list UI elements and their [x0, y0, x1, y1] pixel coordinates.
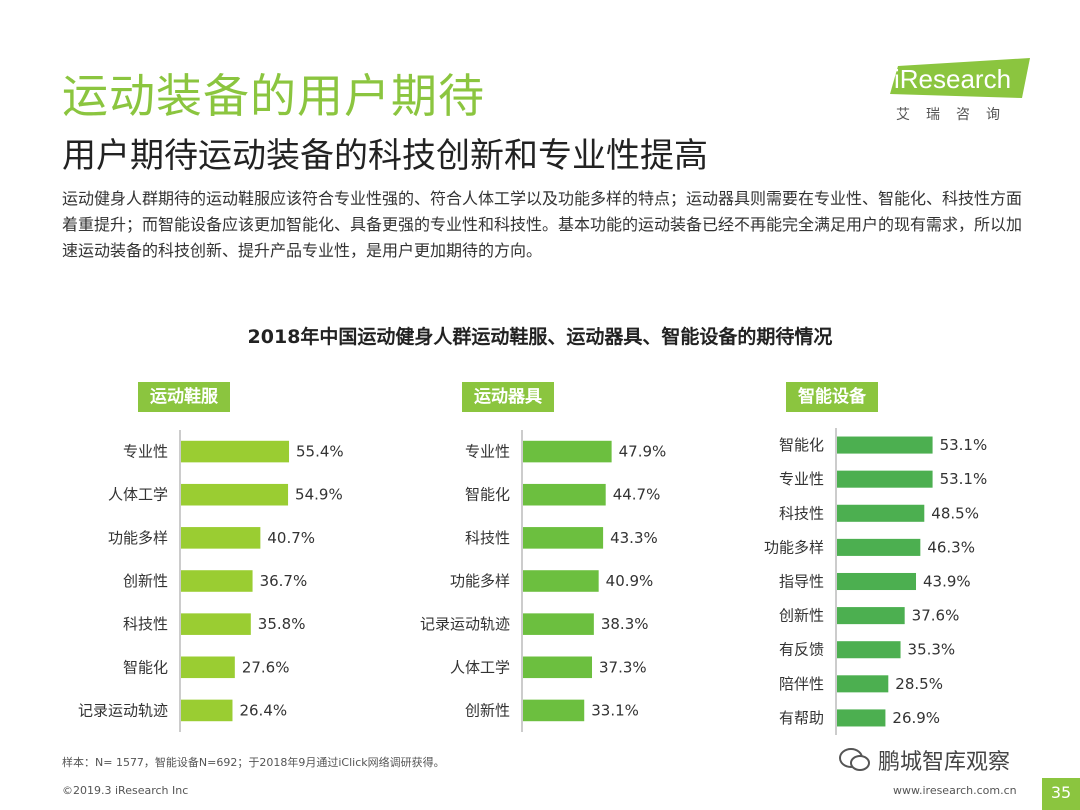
category-label: 人体工学 [450, 658, 510, 676]
category-label: 智能化 [779, 436, 824, 454]
bar [837, 709, 886, 727]
bar [181, 699, 233, 722]
value-label: 55.4% [296, 443, 344, 461]
value-label: 53.1% [940, 470, 988, 488]
bar [181, 570, 253, 592]
value-label: 53.1% [940, 436, 988, 454]
value-label: 46.3% [927, 538, 975, 556]
category-label: 人体工学 [108, 486, 168, 504]
value-label: 36.7% [260, 572, 308, 590]
bar [523, 440, 612, 463]
chart-title: 2018年中国运动健身人群运动鞋服、运动器具、智能设备的期待情况 [247, 326, 833, 348]
category-label: 有反馈 [779, 641, 824, 659]
page-subtitle: 用户期待运动装备的科技创新和专业性提高 [62, 136, 708, 176]
category-label: 有帮助 [779, 709, 824, 727]
bar [837, 504, 925, 522]
bar [523, 570, 599, 592]
panel-tag-apparel: 运动鞋服 [138, 382, 230, 412]
category-label: 创新性 [779, 607, 824, 625]
category-label: 科技性 [779, 504, 824, 522]
bar [523, 613, 594, 635]
page-title: 运动装备的用户期待 [62, 69, 485, 123]
category-label: 专业性 [123, 443, 168, 461]
value-label: 54.9% [295, 486, 343, 504]
wechat-icon [839, 748, 870, 771]
value-label: 27.6% [242, 658, 290, 676]
category-label: 科技性 [123, 615, 168, 633]
category-label: 功能多样 [108, 529, 168, 547]
logo-badge-icon [890, 58, 1030, 98]
footnote: 样本：N= 1577，智能设备N=692；于2018年9月通过iClick网络调… [62, 756, 445, 769]
bar [181, 613, 251, 635]
value-label: 47.9% [619, 443, 667, 461]
category-label: 专业性 [779, 470, 824, 488]
bar [837, 538, 921, 556]
category-label: 智能化 [123, 658, 168, 676]
watermark: 鹏城智库观察 [838, 744, 1010, 776]
bar [837, 641, 901, 659]
bar [181, 656, 235, 679]
watermark-text: 鹏城智库观察 [878, 750, 1011, 775]
value-label: 35.8% [258, 615, 306, 633]
bar [181, 440, 290, 463]
category-label: 专业性 [465, 443, 510, 461]
category-label: 创新性 [465, 701, 510, 719]
description-text: 运动健身人群期待的运动鞋服应该符合专业性强的、符合人体工学以及功能多样的特点；运… [62, 189, 1023, 260]
bar [181, 527, 261, 549]
bar [837, 436, 933, 454]
category-label: 指导性 [779, 573, 824, 591]
bar [837, 470, 933, 488]
copyright: ©2019.3 iResearch Inc [62, 784, 189, 797]
website: www.iresearch.com.cn [893, 784, 1017, 797]
value-label: 38.3% [601, 615, 649, 633]
bar [523, 699, 585, 722]
value-label: 44.7% [613, 486, 661, 504]
value-label: 26.9% [892, 709, 940, 727]
bar [837, 675, 889, 693]
value-label: 26.4% [239, 701, 287, 719]
value-label: 35.3% [908, 641, 956, 659]
value-label: 43.3% [610, 529, 658, 547]
logo-cn-text: 艾瑞咨询 [896, 107, 1016, 123]
bar [523, 483, 606, 506]
category-label: 记录运动轨迹 [420, 615, 510, 633]
category-label: 功能多样 [450, 572, 510, 590]
logo-text: iResearch [894, 64, 1012, 94]
bar [523, 527, 604, 549]
category-label: 科技性 [465, 529, 510, 547]
bar [837, 607, 905, 625]
page-number: 35 [1042, 778, 1080, 810]
panel-tag-smart-devices: 智能设备 [786, 382, 878, 412]
bar [523, 656, 593, 679]
category-label: 记录运动轨迹 [78, 701, 168, 719]
panel-tag-equipment: 运动器具 [462, 382, 554, 412]
value-label: 40.7% [267, 529, 315, 547]
value-label: 37.3% [599, 658, 647, 676]
category-label: 创新性 [123, 572, 168, 590]
category-label: 功能多样 [764, 538, 824, 556]
bar [837, 572, 917, 591]
value-label: 48.5% [931, 504, 979, 522]
value-label: 33.1% [591, 701, 639, 719]
value-label: 40.9% [606, 572, 654, 590]
iresearch-logo: iResearch 艾瑞咨询 [890, 58, 1040, 128]
category-label: 智能化 [465, 486, 510, 504]
bar [181, 483, 289, 506]
value-label: 28.5% [895, 675, 943, 693]
value-label: 37.6% [912, 607, 960, 625]
category-label: 陪伴性 [779, 675, 824, 693]
value-label: 43.9% [923, 573, 971, 591]
